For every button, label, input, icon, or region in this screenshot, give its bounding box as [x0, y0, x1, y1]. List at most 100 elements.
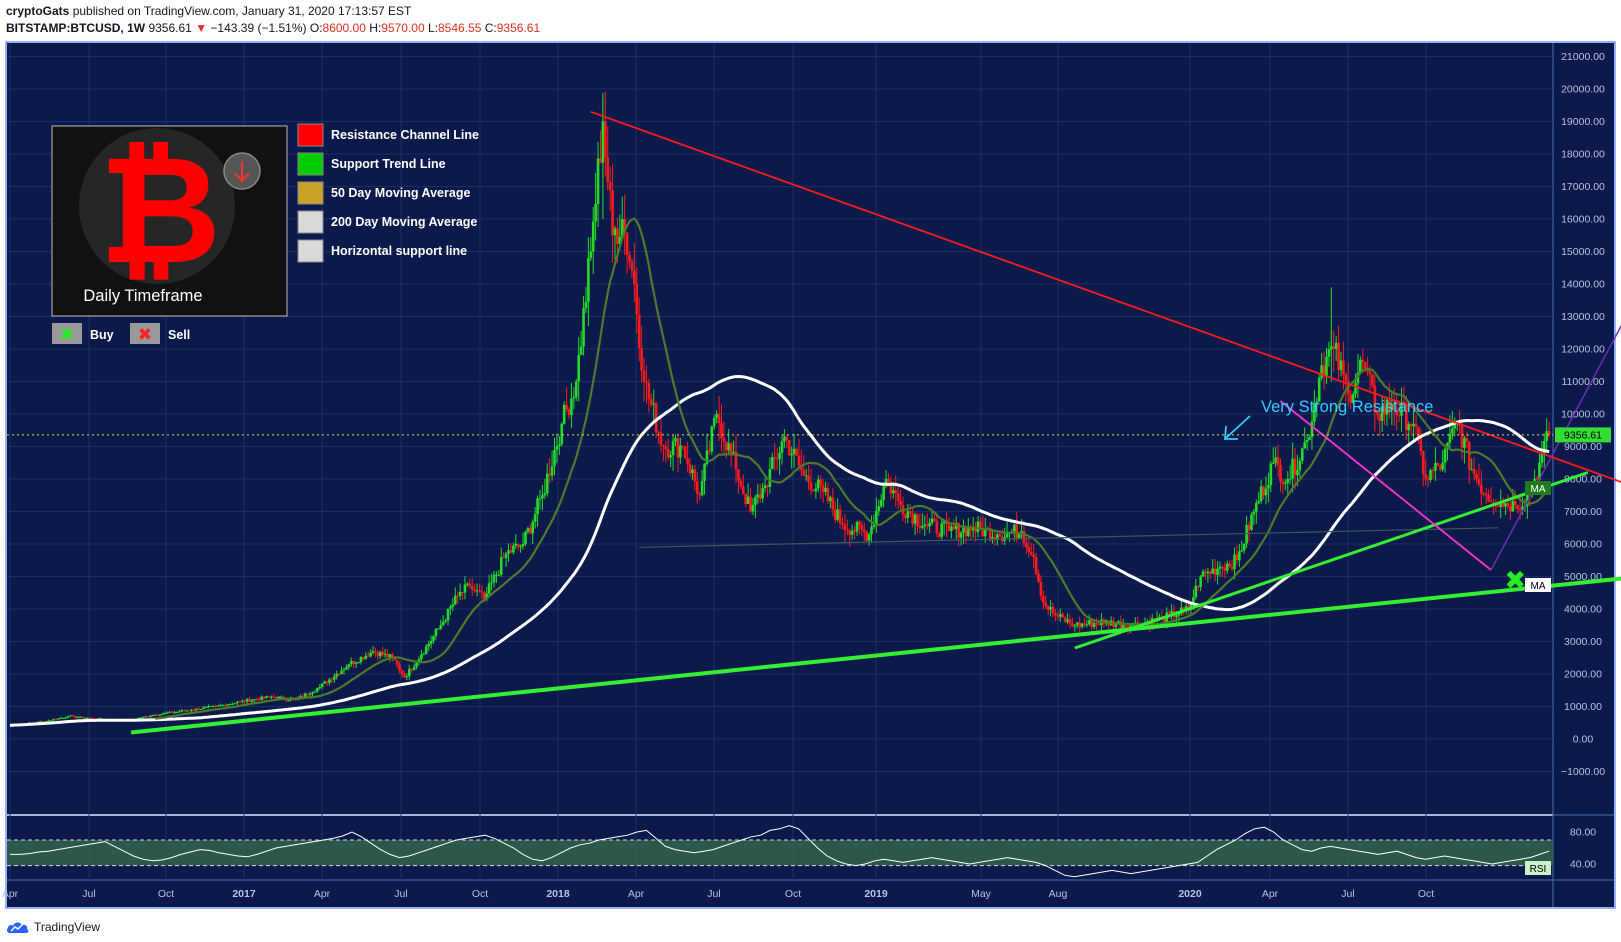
candle-body — [722, 438, 726, 442]
candle-body — [187, 710, 191, 712]
candle-body — [918, 525, 922, 528]
last-price-tag: 9356.61 — [1555, 427, 1611, 443]
candle-body — [178, 711, 181, 713]
candle-body — [1538, 462, 1541, 480]
candle-body — [502, 557, 505, 559]
time-tick-label: Jul — [82, 888, 95, 900]
candle-body — [54, 719, 58, 721]
candle-body — [954, 523, 958, 530]
candle-body — [182, 710, 186, 712]
candle-body — [323, 681, 326, 684]
candle-body — [88, 717, 92, 719]
time-tick-label: Jul — [394, 888, 407, 900]
candle-body — [1487, 495, 1490, 502]
candle-body — [775, 458, 779, 460]
candle-body — [369, 652, 372, 657]
candle-body — [950, 526, 953, 531]
candle-body — [1075, 622, 1079, 626]
time-axis[interactable]: Apr Jul Oct 2017 Apr Jul Oct 2018 Apr Jul Oct 2019 M… — [2, 888, 1434, 900]
candle-body — [1380, 406, 1384, 421]
candle-body — [192, 709, 196, 711]
published-text: published on TradingView.com, January 31… — [69, 4, 412, 18]
candle-body — [816, 479, 820, 489]
candle-body — [1373, 385, 1377, 413]
candle-body — [1397, 415, 1401, 417]
candle-body — [444, 620, 447, 622]
candle-body — [998, 534, 1002, 537]
candle-body — [838, 509, 842, 524]
candle-body — [146, 716, 150, 718]
candle-body — [1424, 474, 1427, 479]
price-tick-label: 19000.00 — [1561, 116, 1605, 128]
candle-body — [625, 232, 629, 255]
candle-body — [59, 717, 63, 719]
candle-body — [224, 704, 227, 706]
candle-body — [69, 715, 72, 717]
candle-body — [432, 635, 435, 641]
sell-label: Sell — [168, 328, 190, 342]
candle-body — [354, 662, 358, 664]
candle-body — [1499, 501, 1503, 508]
candle-body — [1080, 623, 1084, 627]
candle-body — [1027, 547, 1031, 553]
sell-key: ✖ Sell — [130, 323, 190, 345]
rsi-pane[interactable]: 80.00 40.00 RSI — [7, 825, 1596, 878]
candle-body — [516, 543, 520, 547]
candle-body — [362, 656, 365, 660]
candle-body — [604, 121, 607, 158]
candle-body — [1223, 567, 1227, 571]
candle-body — [1046, 606, 1050, 610]
candle-body — [533, 514, 537, 522]
candle-body — [1037, 573, 1040, 582]
candle-body — [1359, 359, 1362, 373]
candle-body — [1121, 625, 1125, 628]
candle-body — [548, 473, 551, 476]
candle-body — [1434, 462, 1437, 471]
candle-body — [1298, 460, 1302, 471]
candle-body — [1542, 440, 1546, 454]
candle-body — [645, 381, 648, 383]
price-axis[interactable]: 21000.00 20000.00 19000.00 18000.00 17000.00… — [1561, 51, 1605, 778]
candle-body — [596, 158, 600, 205]
candle-body — [870, 526, 873, 535]
candle-body — [763, 485, 767, 489]
candle-body — [1206, 571, 1210, 574]
falling-wedge-line — [1279, 400, 1492, 571]
candle-body — [1245, 524, 1248, 544]
support-trend-line-recent — [1074, 471, 1589, 650]
candle-body — [66, 716, 70, 718]
candle-body — [996, 534, 999, 540]
candle-body — [483, 592, 486, 600]
price-tick-label: 21000.00 — [1561, 51, 1605, 63]
candle-body — [490, 582, 493, 584]
candle-body — [320, 683, 324, 687]
candle-body — [739, 480, 743, 487]
candle-body — [1071, 623, 1074, 627]
candle-body — [826, 487, 830, 502]
candle-body — [637, 314, 641, 349]
candle-body — [843, 524, 847, 530]
time-tick-label: 2018 — [546, 888, 570, 900]
candle-body — [475, 590, 479, 592]
candle-body — [1259, 486, 1263, 502]
candle-body — [1189, 603, 1193, 609]
candle-body — [613, 228, 617, 236]
candle-body — [565, 404, 568, 410]
footer-brand[interactable]: TradingView — [34, 920, 101, 934]
candle-body — [659, 432, 663, 446]
candle-body — [952, 526, 956, 530]
price-tick-label: 18000.00 — [1561, 149, 1605, 161]
author-name[interactable]: cryptoGats — [6, 4, 70, 18]
candle-body — [1463, 438, 1466, 448]
candle-body — [1334, 342, 1338, 349]
time-tick-label: Apr — [628, 888, 645, 900]
candle-body — [366, 655, 370, 657]
candle-body — [858, 521, 861, 526]
candle-body — [221, 704, 225, 706]
candle-body — [195, 708, 198, 711]
candle-body — [1095, 623, 1098, 625]
candle-body — [209, 706, 213, 708]
candle-body — [175, 711, 179, 713]
candle-body — [746, 496, 750, 505]
